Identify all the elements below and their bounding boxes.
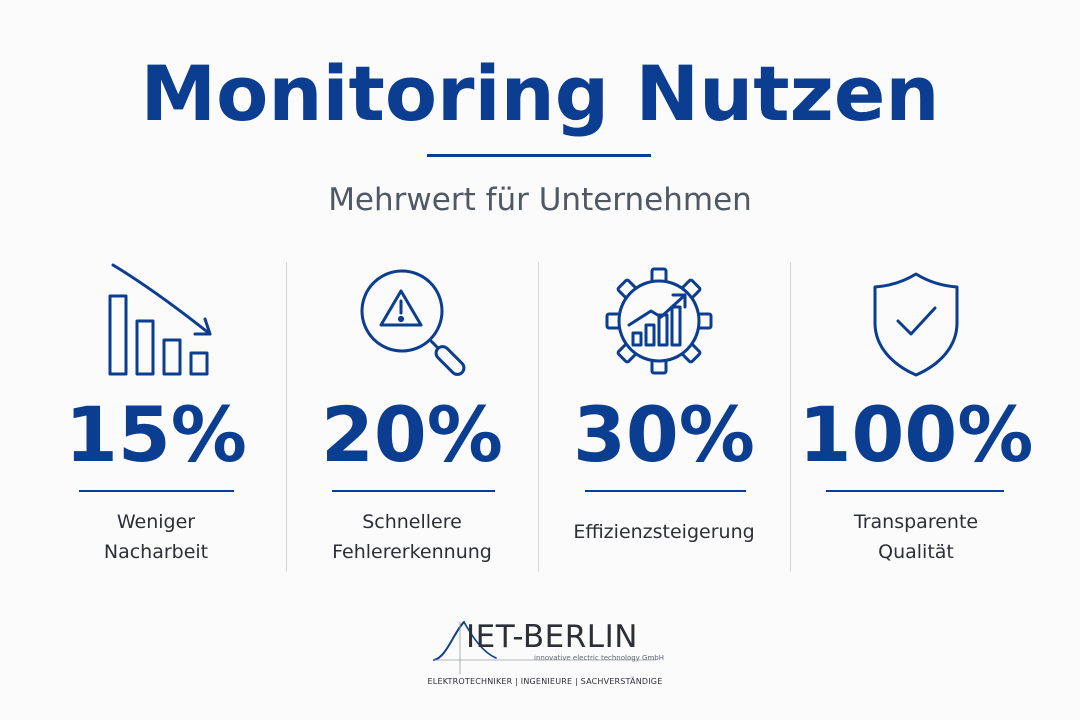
page-subtitle: Mehrwert für Unternehmen xyxy=(328,182,752,218)
column-divider xyxy=(538,262,539,572)
benefit-value: 100% xyxy=(798,390,1034,479)
logo-wordmark: IET-BERLIN xyxy=(466,619,638,655)
shield-check-icon xyxy=(790,255,1042,383)
column-divider xyxy=(790,262,791,572)
value-underline xyxy=(79,490,234,492)
title-underline xyxy=(427,154,651,157)
benefit-card-effizienz: 30% Effizienzsteigerung xyxy=(538,255,790,575)
page-title: Monitoring Nutzen xyxy=(140,49,940,138)
benefit-label: Weniger Nacharbeit xyxy=(103,511,209,563)
logo-footer: ELEKTROTECHNIKER | INGENIEURE | SACHVERS… xyxy=(427,677,663,686)
benefit-card-fehlererkennung: 20% Schnellere Fehlererkennung xyxy=(286,255,538,575)
warning-magnifier-icon xyxy=(286,255,538,383)
benefit-label: Schnellere Fehlererkennung xyxy=(332,511,492,563)
gear-growth-chart-icon xyxy=(538,255,790,383)
benefit-card-nacharbeit: 15% Weniger Nacharbeit xyxy=(30,255,282,575)
benefit-value: 15% xyxy=(65,390,247,479)
benefit-card-qualitaet: 100% Transparente Qualität xyxy=(790,255,1042,575)
company-logo: IET-BERLIN innovative electric technolog… xyxy=(428,612,664,692)
value-underline xyxy=(826,490,1004,492)
benefit-value: 30% xyxy=(573,390,755,479)
benefit-label: Effizienzsteigerung xyxy=(573,521,755,543)
column-divider xyxy=(286,262,287,572)
value-underline xyxy=(585,490,746,492)
declining-bar-chart-icon xyxy=(30,255,282,383)
logo-tagline: innovative electric technology GmbH xyxy=(534,654,664,662)
value-underline xyxy=(332,490,495,492)
benefit-value: 20% xyxy=(321,390,503,479)
benefit-label: Transparente Qualität xyxy=(853,511,979,563)
